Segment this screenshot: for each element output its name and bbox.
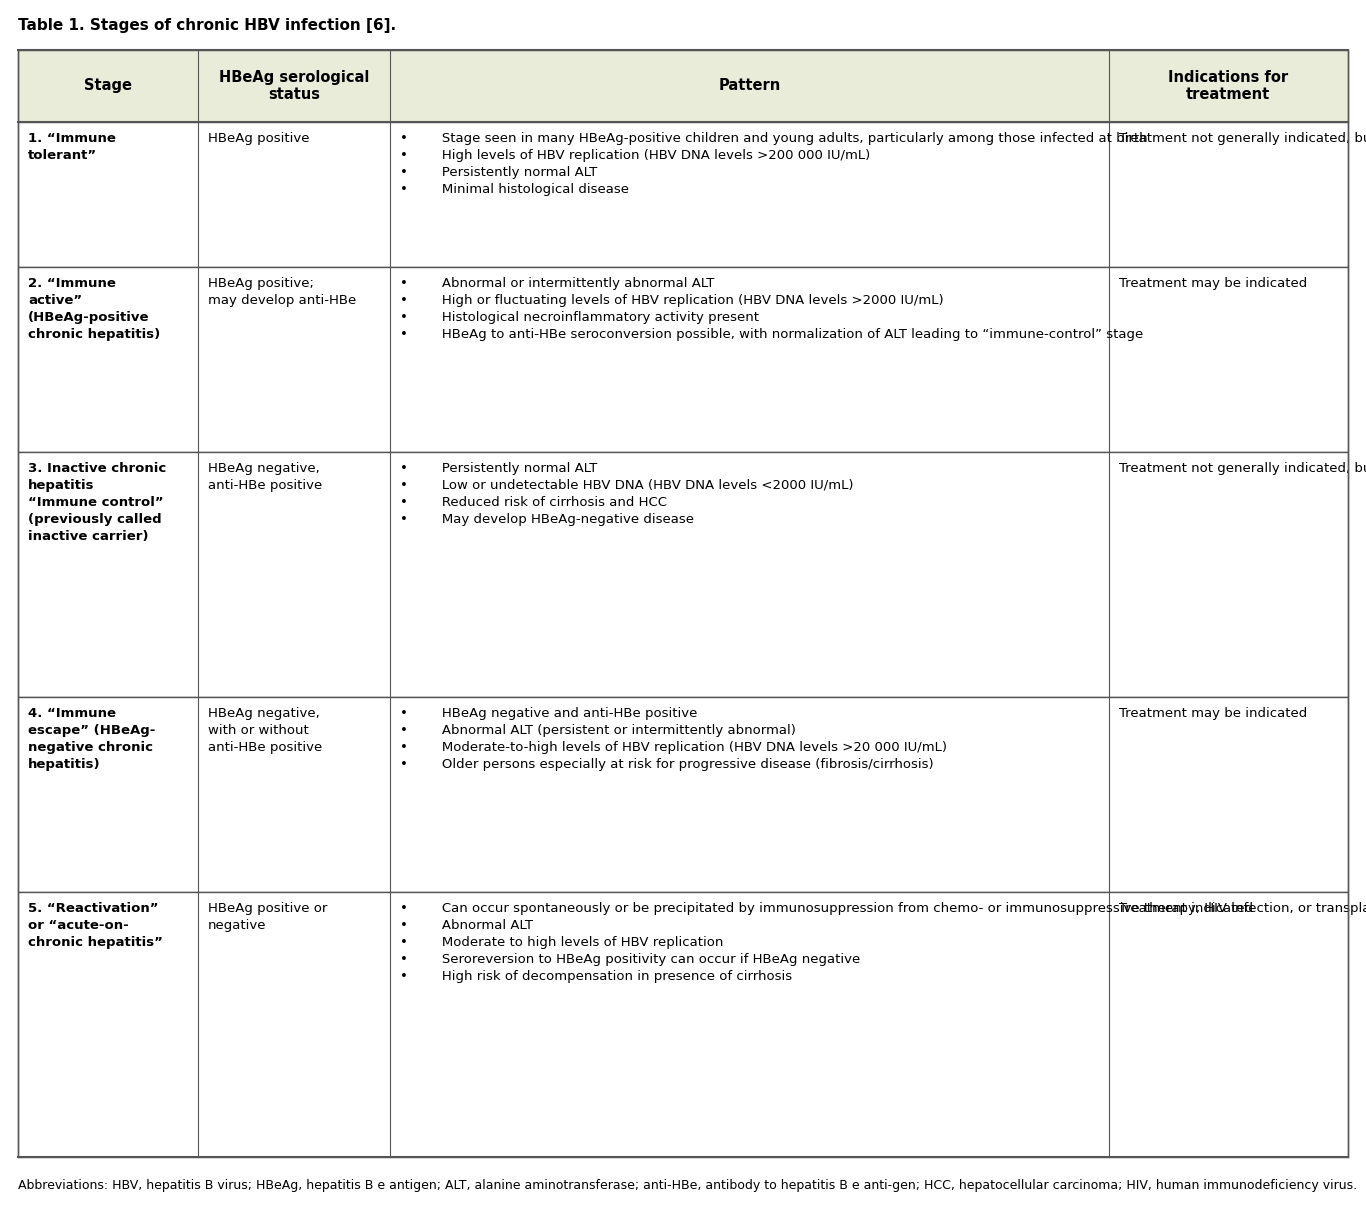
Text: Treatment not generally indicated, but monitoring required for reactivation and : Treatment not generally indicated, but m…: [1119, 462, 1366, 475]
Text: Table 1. Stages of chronic HBV infection [6].: Table 1. Stages of chronic HBV infection…: [18, 18, 396, 33]
Text: HBeAg positive or
negative: HBeAg positive or negative: [208, 902, 326, 932]
Bar: [18, 50, 1348, 122]
Text: Indications for
treatment: Indications for treatment: [1168, 70, 1288, 102]
Text: Abbreviations: HBV, hepatitis B virus; HBeAg, hepatitis B e antigen; ALT, alanin: Abbreviations: HBV, hepatitis B virus; H…: [18, 1180, 1358, 1192]
Text: •        Stage seen in many HBeAg-positive children and young adults, particular: • Stage seen in many HBeAg-positive chil…: [400, 132, 1147, 196]
Text: Pattern: Pattern: [719, 79, 780, 93]
Text: •        HBeAg negative and anti-HBe positive
•        Abnormal ALT (persistent : • HBeAg negative and anti-HBe positive •…: [400, 707, 948, 771]
Text: Treatment may be indicated: Treatment may be indicated: [1119, 707, 1307, 720]
Text: Treatment may be indicated: Treatment may be indicated: [1119, 277, 1307, 290]
Text: •        Persistently normal ALT
•        Low or undetectable HBV DNA (HBV DNA l: • Persistently normal ALT • Low or undet…: [400, 462, 854, 526]
Bar: [18, 697, 1348, 892]
Bar: [18, 892, 1348, 1157]
Text: •        Abnormal or intermittently abnormal ALT
•        High or fluctuating le: • Abnormal or intermittently abnormal AL…: [400, 277, 1143, 341]
Text: HBeAg negative,
anti-HBe positive: HBeAg negative, anti-HBe positive: [208, 462, 322, 492]
Text: Stage: Stage: [83, 79, 131, 93]
Text: 4. “Immune
escape” (HBeAg-
negative chronic
hepatitis): 4. “Immune escape” (HBeAg- negative chro…: [27, 707, 156, 771]
Bar: [18, 122, 1348, 267]
Text: Treatment not generally indicated, but monitoring required: Treatment not generally indicated, but m…: [1119, 132, 1366, 145]
Text: HBeAg serological
status: HBeAg serological status: [219, 70, 369, 102]
Text: 1. “Immune
tolerant”: 1. “Immune tolerant”: [27, 132, 116, 162]
Text: HBeAg positive;
may develop anti-HBe: HBeAg positive; may develop anti-HBe: [208, 277, 355, 308]
Text: 3. Inactive chronic
hepatitis
“Immune control”
(previously called
inactive carri: 3. Inactive chronic hepatitis “Immune co…: [27, 462, 167, 542]
Text: 5. “Reactivation”
or “acute-on-
chronic hepatitis”: 5. “Reactivation” or “acute-on- chronic …: [27, 902, 163, 950]
Text: Treatment indicated: Treatment indicated: [1119, 902, 1253, 915]
Text: HBeAg positive: HBeAg positive: [208, 132, 309, 145]
Text: 2. “Immune
active”
(HBeAg-positive
chronic hepatitis): 2. “Immune active” (HBeAg-positive chron…: [27, 277, 160, 341]
Bar: [18, 451, 1348, 697]
Text: HBeAg negative,
with or without
anti-HBe positive: HBeAg negative, with or without anti-HBe…: [208, 707, 322, 754]
Text: •        Can occur spontaneously or be precipitated by immunosuppression from ch: • Can occur spontaneously or be precipit…: [400, 902, 1366, 983]
Bar: [18, 267, 1348, 451]
